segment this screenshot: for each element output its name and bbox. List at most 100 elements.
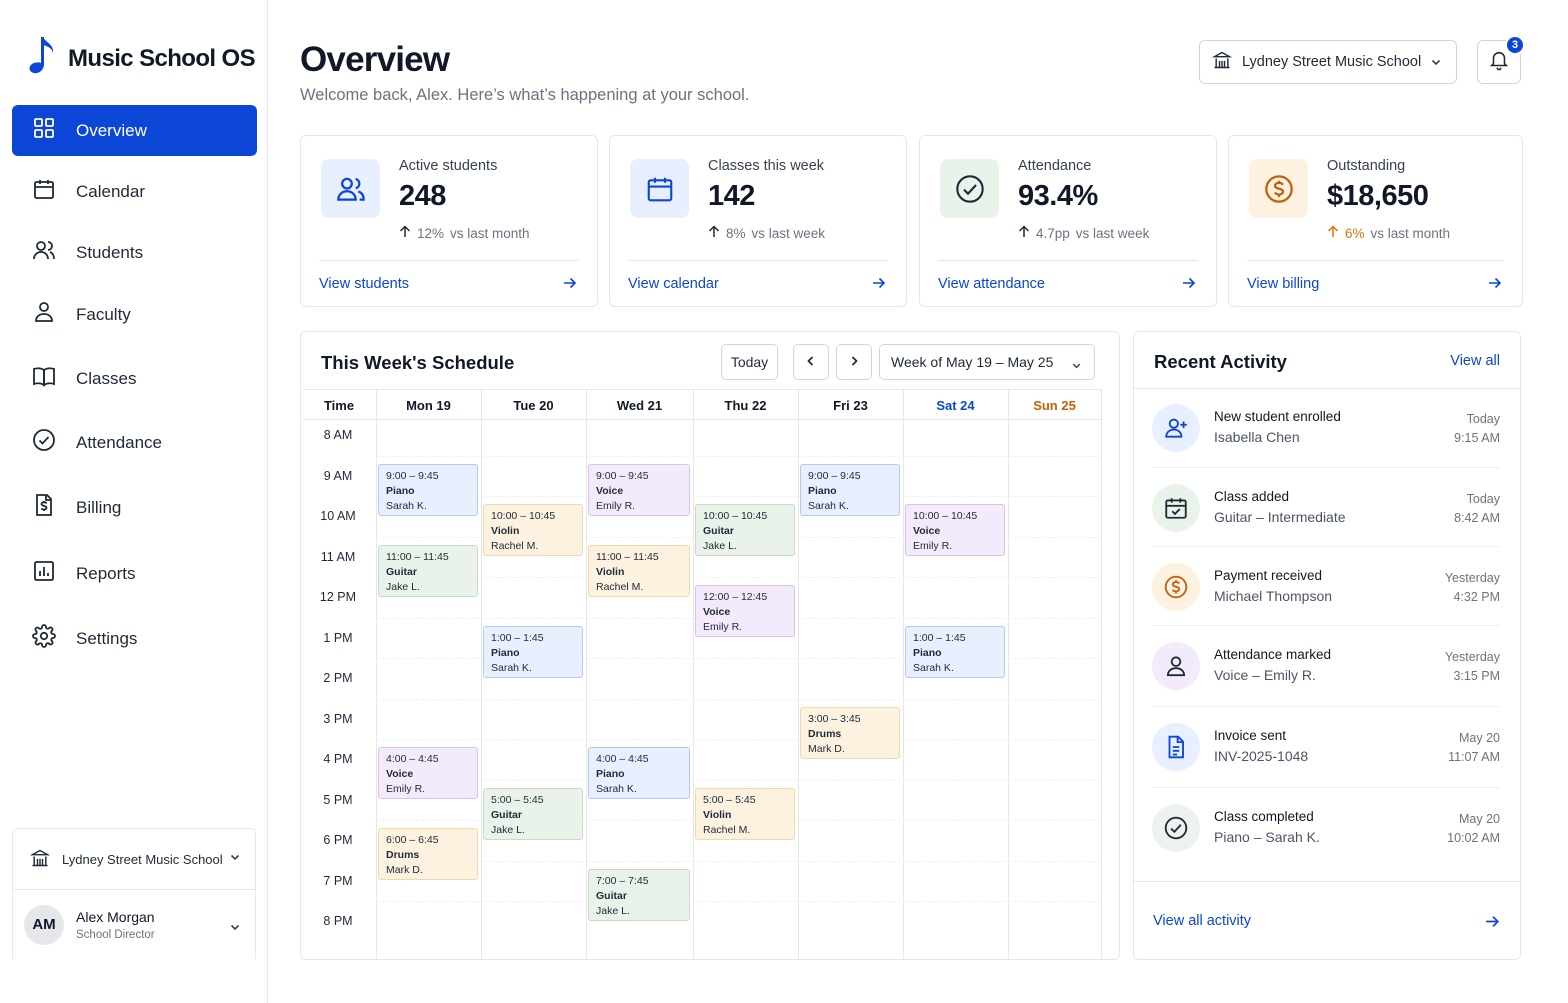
day-header: Tue 20 [513, 398, 554, 413]
person-icon [1152, 642, 1200, 690]
sidebar-item-overview[interactable]: Overview [12, 105, 257, 156]
view-all-activity-link[interactable]: View all activity [1153, 913, 1252, 929]
school-name: Lydney Street Music School [62, 852, 223, 867]
sidebar-item-label: Classes [76, 368, 137, 388]
schedule-event[interactable]: 10:00 – 10:45 Guitar Jake L. [695, 504, 795, 556]
hour-line [376, 496, 1101, 497]
schedule-event[interactable]: 12:00 – 12:45 Voice Emily R. [695, 585, 795, 637]
activity-item[interactable]: Attendance marked Voice – Emily R. Yesterd… [1152, 626, 1500, 707]
schedule-event[interactable]: 9:00 – 9:45 Piano Sarah K. [800, 463, 900, 516]
event-time: 9:00 – 9:45 [386, 469, 439, 482]
schedule-event[interactable]: 4:00 – 4:45 Piano Sarah K. [588, 747, 690, 799]
stat-label: Attendance [1018, 158, 1092, 174]
grid-icon [32, 116, 56, 145]
sidebar-item-label: Calendar [76, 181, 145, 201]
event-name: Piano [491, 646, 520, 659]
schedule-event[interactable]: 4:00 – 4:45 Voice Emily R. [378, 747, 478, 799]
brand[interactable]: Music School OS [28, 34, 256, 83]
activity-date: Today [1466, 412, 1500, 426]
calendar-check-icon [1152, 484, 1200, 532]
event-name: Piano [596, 768, 625, 780]
sidebar-item-settings[interactable]: Settings [12, 613, 257, 664]
activity-item[interactable]: New student enrolled Isabella Chen Today 9:… [1152, 388, 1500, 468]
arrow-right-icon[interactable] [1485, 914, 1500, 934]
sidebar-item-students[interactable]: Students [12, 227, 257, 278]
arrow-up-icon [708, 225, 720, 241]
grid-line [303, 389, 1101, 390]
schedule-event[interactable]: 11:00 – 11:45 Violin Rachel M. [588, 544, 690, 597]
activity-item[interactable]: Payment received Michael Thompson Yesterda… [1152, 547, 1500, 626]
prev-week-button[interactable] [793, 344, 829, 380]
schedule-event[interactable]: 10:00 – 10:45 Violin Rachel M. [483, 504, 583, 556]
schedule-event[interactable]: 9:00 – 9:45 Piano Sarah K. [378, 463, 478, 516]
view-students-link[interactable]: View students [319, 276, 410, 292]
view-attendance-link[interactable]: View attendance [938, 276, 1045, 292]
next-week-button[interactable] [836, 344, 872, 380]
activity-item[interactable]: Class added Guitar – Intermediate Today 8:4… [1152, 468, 1500, 547]
event-teacher: Rachel M. [491, 540, 539, 552]
school-select[interactable]: Lydney Street Music School [1199, 40, 1457, 84]
time-label: 12 PM [319, 590, 357, 604]
time-label: 2 PM [323, 671, 353, 685]
activity-detail: INV-2025-1048 [1214, 748, 1309, 764]
event-teacher: Sarah K. [596, 783, 637, 795]
schedule-event[interactable]: 5:00 – 5:45 Guitar Jake L. [483, 787, 583, 840]
schedule-event[interactable]: 11:00 – 11:45 Guitar Jake L. [378, 544, 478, 597]
arrow-right-icon[interactable] [1488, 276, 1502, 295]
view-calendar-link[interactable]: View calendar [628, 276, 719, 292]
schedule-event[interactable]: 7:00 – 7:45 Guitar Jake L. [588, 868, 690, 921]
schedule-event[interactable]: 10:00 – 10:45 Voice Emily R. [905, 504, 1005, 556]
event-name: Piano [913, 646, 942, 659]
schedule-event[interactable]: 1:00 – 1:45 Piano Sarah K. [905, 625, 1005, 678]
stat-value: $18,650 [1327, 180, 1429, 212]
sidebar-item-reports[interactable]: Reports [12, 548, 257, 599]
event-teacher: Emily R. [386, 783, 426, 795]
hour-line [376, 455, 1101, 457]
sidebar-item-calendar[interactable]: Calendar [12, 166, 257, 217]
schedule-event[interactable]: 3:00 – 3:45 Drums Mark D. [800, 706, 900, 759]
users-icon [32, 238, 56, 267]
activity-view-all-link[interactable]: View all [1450, 353, 1500, 369]
sidebar-item-classes[interactable]: Classes [12, 353, 257, 404]
activity-date: May 20 [1459, 731, 1500, 745]
week-select[interactable]: Week of May 19 – May 25 [879, 344, 1095, 380]
stat-card-attendance: Attendance 93.4% 4.7pp vs last week View… [919, 135, 1217, 307]
activity-item[interactable]: Class completed Piano – Sarah K. May 20 10:… [1152, 788, 1500, 871]
activity-time: 9:15 AM [1454, 431, 1500, 445]
arrow-right-icon[interactable] [563, 276, 577, 295]
activity-item[interactable]: Invoice sent INV-2025-1048 May 20 11:07 AM [1152, 707, 1500, 788]
schedule-event[interactable]: 9:00 – 9:45 Voice Emily R. [588, 463, 690, 516]
calendar-icon [630, 159, 689, 218]
schedule-event[interactable]: 6:00 – 6:45 Drums Mark D. [378, 828, 478, 880]
arrow-right-icon[interactable] [1182, 276, 1196, 295]
user-name: Alex Morgan [76, 908, 155, 925]
school-switcher[interactable]: Lydney Street Music School [12, 828, 256, 890]
schedule-event[interactable]: 5:00 – 5:45 Violin Rachel M. [695, 787, 795, 840]
grid-line [798, 389, 799, 959]
stat-card-classes: Classes this week 142 8% vs last week Vi… [609, 135, 907, 307]
schedule-event[interactable]: 1:00 – 1:45 Piano Sarah K. [483, 625, 583, 678]
activity-title: Attendance marked [1214, 647, 1332, 662]
sidebar-item-label: Overview [76, 120, 147, 140]
trend-label: vs last week [1075, 225, 1150, 241]
sidebar-item-attendance[interactable]: Attendance [12, 417, 257, 468]
music-note-icon [28, 34, 58, 83]
sidebar-item-label: Students [76, 242, 144, 262]
view-billing-link[interactable]: View billing [1247, 276, 1320, 292]
user-menu[interactable]: AM Alex Morgan School Director [12, 889, 256, 959]
grid-line [1008, 389, 1009, 959]
stat-card-students: Active students 248 12% vs last month Vi… [300, 135, 598, 307]
today-button[interactable]: Today [721, 344, 778, 380]
notifications-button[interactable] [1477, 40, 1521, 84]
time-label: 6 PM [323, 833, 353, 847]
sidebar-item-faculty[interactable]: Faculty [12, 289, 257, 340]
dollar-icon [1249, 159, 1308, 218]
stat-card-outstanding: Outstanding $18,650 6% vs last month Vie… [1228, 135, 1523, 307]
sidebar-item-billing[interactable]: Billing [12, 482, 257, 533]
arrow-right-icon[interactable] [872, 276, 886, 295]
activity-date: Yesterday [1444, 650, 1500, 664]
stat-value: 142 [708, 180, 755, 212]
building-icon [1211, 50, 1233, 74]
hour-line [376, 577, 1101, 578]
check-circle-icon [1152, 804, 1200, 852]
